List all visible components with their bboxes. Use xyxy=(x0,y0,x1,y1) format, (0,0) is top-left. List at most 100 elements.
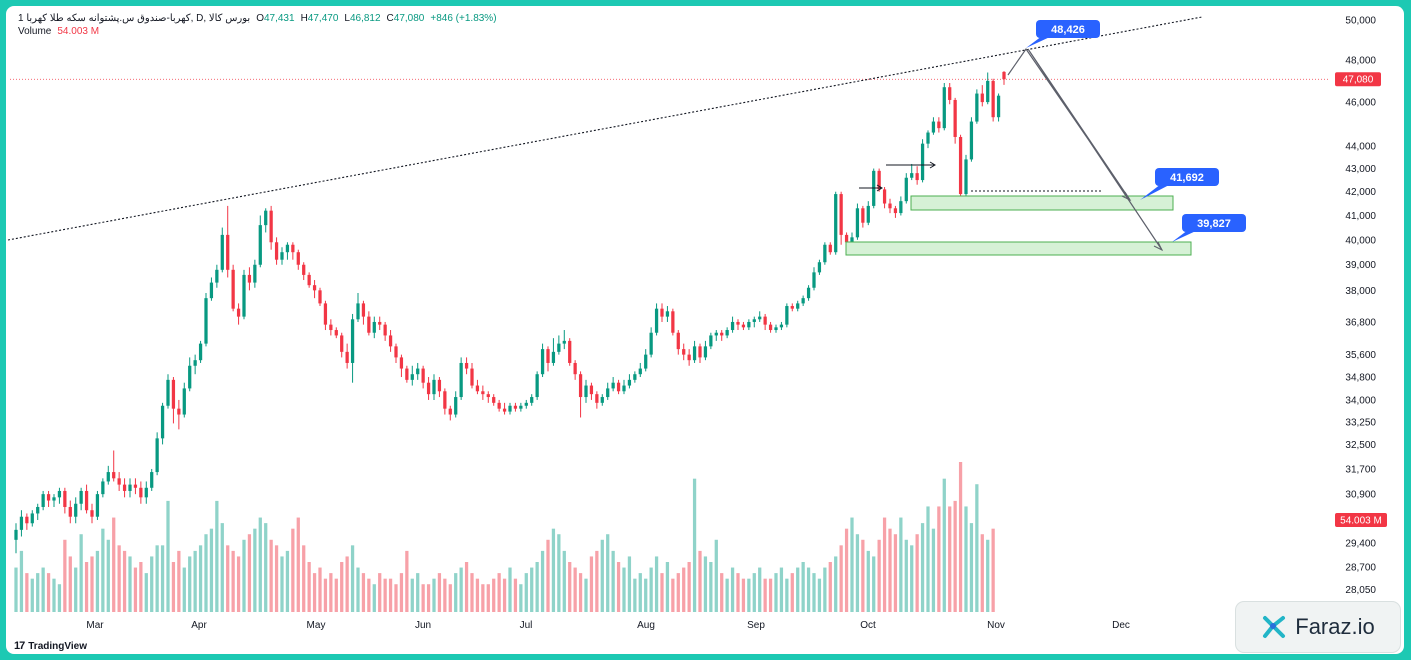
candle-body xyxy=(150,472,154,488)
arrow-head xyxy=(929,161,936,169)
candle xyxy=(855,203,860,240)
volume-bar xyxy=(361,573,366,612)
candle xyxy=(133,478,138,495)
volume-bar xyxy=(920,523,925,612)
candle xyxy=(236,303,241,325)
price-chart[interactable]: 48,426 41,692 39,827 50,000 48,000 46,000 44,… xyxy=(6,6,1404,654)
candle-body xyxy=(882,189,887,204)
x-tick-label: Oct xyxy=(860,620,876,631)
last-price-badge xyxy=(1335,72,1381,87)
candle-body xyxy=(926,132,930,144)
candle-body xyxy=(90,510,94,517)
volume-bar xyxy=(671,578,675,612)
volume-bar xyxy=(964,506,968,612)
faraz-logo-text: Faraz.io xyxy=(1295,614,1375,639)
candle xyxy=(828,242,832,255)
candle-body xyxy=(779,324,784,328)
volume-bar xyxy=(508,567,512,612)
volume-bar xyxy=(426,584,431,612)
volume-bar xyxy=(535,562,539,612)
volume-bar xyxy=(101,528,105,612)
volume-bar xyxy=(616,562,621,612)
volume-bar xyxy=(627,556,632,612)
candle-body xyxy=(160,405,165,439)
volume-bar xyxy=(258,517,262,612)
candle-body xyxy=(888,203,892,209)
candle-body xyxy=(285,244,290,253)
candle xyxy=(454,391,458,418)
candle-body xyxy=(437,379,442,392)
candle-body xyxy=(806,287,811,299)
volume-bar xyxy=(497,573,501,612)
candle xyxy=(323,300,328,331)
candle xyxy=(101,478,105,498)
volume-bar xyxy=(546,539,550,612)
candle-body xyxy=(904,177,908,202)
volume-bar xyxy=(171,562,176,612)
candle-body xyxy=(307,274,311,286)
candle xyxy=(937,117,941,133)
volume-bar xyxy=(660,573,664,612)
volume-bar xyxy=(513,578,518,612)
candle-body xyxy=(589,385,594,395)
candle-body xyxy=(106,472,110,482)
volume-bar xyxy=(399,573,404,612)
volume-bar xyxy=(654,556,659,612)
volume-bar xyxy=(589,556,594,612)
volume-bar xyxy=(177,550,181,612)
candle xyxy=(470,362,474,389)
candle xyxy=(79,487,83,511)
volume-bar xyxy=(948,506,952,612)
candle-layer xyxy=(14,71,1006,554)
candle-body xyxy=(948,87,952,100)
candle xyxy=(388,330,393,352)
candle xyxy=(806,285,811,301)
volume-bar xyxy=(720,573,724,612)
volume-bar xyxy=(752,573,756,612)
volume-bar xyxy=(312,573,317,612)
candle-body xyxy=(182,388,186,415)
volume-bar xyxy=(519,584,523,612)
candle-body xyxy=(144,487,148,498)
candle xyxy=(231,264,235,312)
volume-bar xyxy=(454,573,458,612)
candle-body xyxy=(910,173,914,178)
candle-body xyxy=(30,513,34,524)
volume-bar xyxy=(269,539,273,612)
x-tick-label: Aug xyxy=(637,620,655,631)
volume-bar xyxy=(736,573,740,612)
candle xyxy=(372,316,376,339)
volume-bar xyxy=(622,567,626,612)
symbol-label[interactable]: 1 کهربا-صندوق س.پشتوانه سکه طلا کهربا, D… xyxy=(18,13,251,24)
candle-body xyxy=(828,244,832,253)
candle xyxy=(861,205,865,228)
candle-body xyxy=(464,362,469,369)
projection-arrowhead xyxy=(1121,191,1132,202)
candle xyxy=(904,173,908,204)
volume-bar xyxy=(991,528,995,612)
volume-bar xyxy=(112,517,116,612)
volume-bar xyxy=(14,567,18,612)
y-tick-label: 42,000 xyxy=(1345,187,1376,198)
volume-bar xyxy=(790,573,794,612)
candle xyxy=(421,365,425,389)
y-tick-label: 28,050 xyxy=(1345,585,1376,596)
candle-body xyxy=(996,95,1001,118)
x-tick-label: Jul xyxy=(520,620,533,631)
volume-bar xyxy=(812,573,816,612)
candle-body xyxy=(519,405,523,409)
candle xyxy=(302,262,306,281)
volume-bar xyxy=(530,567,534,612)
candle-body xyxy=(991,80,995,118)
candle xyxy=(63,487,67,514)
candle xyxy=(36,503,40,520)
volume-bar xyxy=(236,556,241,612)
callout-pointer xyxy=(1026,36,1052,48)
candle xyxy=(443,388,447,415)
volume-bar xyxy=(557,534,561,612)
candle xyxy=(790,303,794,312)
volume-bar xyxy=(606,534,610,612)
candle-body xyxy=(839,194,843,235)
volume-bar xyxy=(19,550,24,612)
candle xyxy=(969,117,974,162)
